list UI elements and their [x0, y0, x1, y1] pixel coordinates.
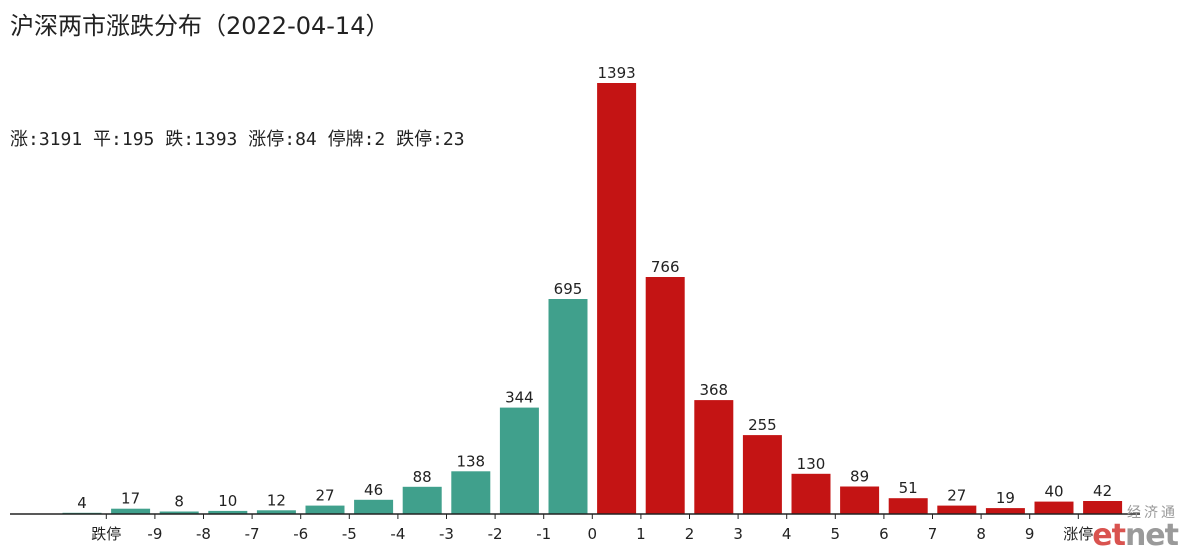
x-tick-label-15: 5	[831, 525, 841, 543]
value-label-2: 8	[174, 493, 184, 511]
bar-12	[645, 277, 685, 514]
bar-6	[354, 499, 394, 514]
summary-stats: 涨:3191 平:195 跌:1393 涨停:84 停牌:2 跌停:23	[10, 129, 465, 150]
x-tick-label-3: -7	[245, 525, 260, 543]
x-tick-label-18: 8	[976, 525, 986, 543]
x-tick-label-10: 0	[588, 525, 598, 543]
bar-19	[985, 508, 1025, 514]
bar-16	[840, 486, 880, 514]
x-tick-label-1: -9	[147, 525, 162, 543]
value-label-21: 42	[1093, 482, 1112, 500]
x-tick-label-6: -4	[390, 525, 405, 543]
value-label-5: 27	[315, 487, 334, 505]
value-label-9: 344	[505, 389, 534, 407]
x-tick-label-7: -3	[439, 525, 454, 543]
value-label-12: 766	[651, 258, 680, 276]
value-label-20: 40	[1044, 483, 1063, 501]
value-label-7: 88	[413, 468, 432, 486]
value-labels-layer: 4 17 8 10 12 27 46 88 138 344 695 1393 766 368 255 130 8…	[77, 64, 1112, 512]
bar-9	[499, 407, 539, 514]
x-tick-label-14: 4	[782, 525, 792, 543]
watermark-en-et: et	[1092, 518, 1126, 553]
bar-11	[597, 83, 637, 514]
x-tick-label-13: 3	[733, 525, 743, 543]
value-label-3: 10	[218, 492, 237, 510]
value-label-8: 138	[456, 452, 485, 470]
value-label-16: 89	[850, 468, 869, 486]
x-tick-label-11: 1	[636, 525, 646, 543]
bar-21	[1083, 501, 1123, 514]
bar-18	[937, 505, 977, 514]
watermark-cn: 经济通	[1127, 505, 1178, 521]
value-label-11: 1393	[598, 64, 636, 82]
bar-3	[208, 510, 248, 514]
x-tick-label-19: 9	[1025, 525, 1035, 543]
bar-13	[694, 400, 734, 514]
bar-15	[791, 473, 831, 514]
value-label-15: 130	[797, 455, 826, 473]
x-tick-label-5: -5	[342, 525, 357, 543]
bar-5	[305, 505, 345, 514]
watermark-en: etnet	[1092, 518, 1179, 553]
value-label-4: 12	[267, 491, 286, 509]
bar-1	[111, 508, 151, 514]
value-label-18: 27	[947, 487, 966, 505]
x-tick-label-16: 6	[879, 525, 889, 543]
x-tick-label-2: -8	[196, 525, 211, 543]
x-tick-label-20: 涨停	[1063, 525, 1093, 543]
value-label-19: 19	[996, 489, 1015, 507]
bars-layer	[62, 83, 1123, 514]
x-tick-label-4: -6	[293, 525, 308, 543]
x-tick-label-12: 2	[685, 525, 695, 543]
bar-10	[548, 299, 588, 514]
bar-4	[256, 510, 296, 514]
bar-8	[451, 471, 491, 514]
watermark-logo: 经济通 etnet	[1092, 505, 1179, 553]
value-label-1: 17	[121, 490, 140, 508]
x-tick-label-9: -1	[536, 525, 551, 543]
bar-20	[1034, 501, 1074, 514]
bar-17	[888, 498, 928, 514]
value-label-6: 46	[364, 481, 383, 499]
value-label-10: 695	[554, 280, 583, 298]
value-label-0: 4	[77, 494, 87, 512]
x-tick-label-8: -2	[488, 525, 503, 543]
bar-14	[742, 435, 782, 514]
value-label-14: 255	[748, 416, 777, 434]
x-tick-label-0: 跌停	[91, 525, 121, 543]
chart-title: 沪深两市涨跌分布（2022-04-14）	[10, 12, 390, 40]
watermark-en-net: net	[1124, 518, 1179, 553]
x-tick-label-17: 7	[928, 525, 938, 543]
value-label-13: 368	[699, 381, 728, 399]
bar-7	[402, 486, 442, 514]
bar-2	[159, 511, 199, 514]
value-label-17: 51	[899, 479, 918, 497]
x-ticks-layer: 跌停 -9 -8 -7 -6 -5 -4 -3 -2 -1 0 1 2 3 4 5 6 7 8 9 涨停	[91, 514, 1093, 543]
